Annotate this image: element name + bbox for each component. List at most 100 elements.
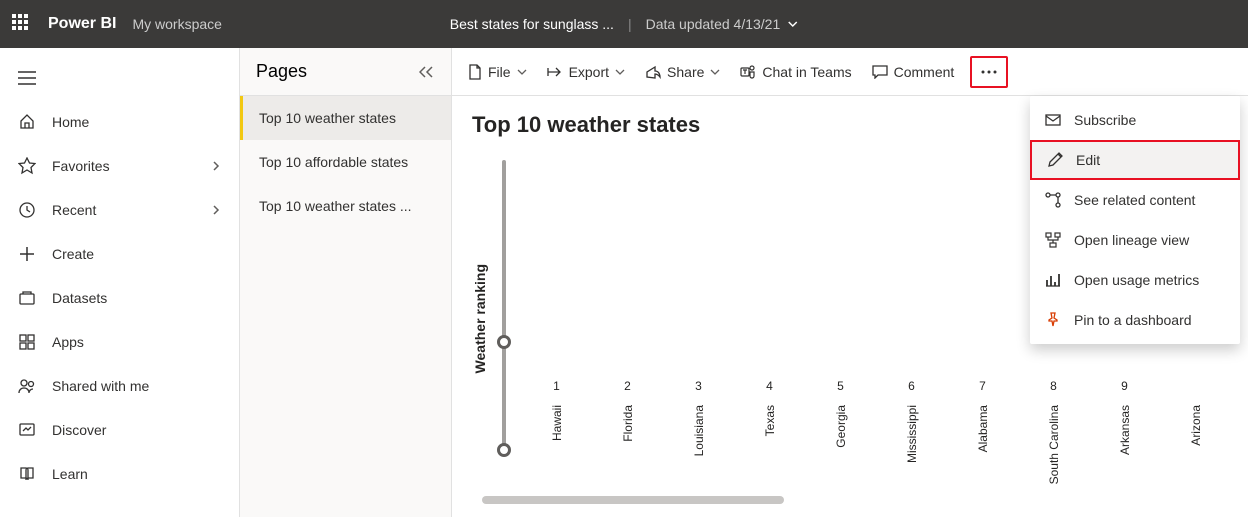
collapse-pane-icon[interactable] [419, 65, 435, 79]
nav-label: Shared with me [52, 378, 149, 394]
export-button[interactable]: Export [539, 56, 633, 88]
mail-icon [1044, 111, 1062, 129]
plus-icon [18, 245, 36, 263]
menu-label: Open usage metrics [1074, 272, 1199, 288]
data-updated[interactable]: Data updated 4/13/21 [646, 16, 799, 32]
y-axis-label: Weather ranking [472, 264, 488, 373]
horizontal-scrollbar[interactable] [472, 495, 1228, 505]
x-axis-label: Alabama [950, 401, 1015, 491]
page-item[interactable]: Top 10 weather states [240, 96, 451, 140]
nav-item-learn[interactable]: Learn [0, 452, 239, 496]
menu-item-edit[interactable]: Edit [1030, 140, 1240, 180]
ellipsis-icon [981, 70, 997, 74]
app-launcher-icon[interactable] [12, 14, 32, 34]
page-item[interactable]: Top 10 weather states ... [240, 184, 451, 228]
nav-label: Apps [52, 334, 84, 350]
menu-label: See related content [1074, 192, 1195, 208]
nav-item-recent[interactable]: Recent [0, 188, 239, 232]
file-icon [468, 64, 482, 80]
clock-icon [18, 201, 36, 219]
brand-label: Power BI [48, 15, 116, 33]
x-axis-label: Arizona [1163, 401, 1228, 491]
comment-button[interactable]: Comment [864, 56, 963, 88]
nav-item-apps[interactable]: Apps [0, 320, 239, 364]
x-axis-label: Mississippi [879, 401, 944, 491]
more-options-button[interactable] [970, 56, 1008, 88]
report-title[interactable]: Best states for sunglass ... [450, 16, 614, 32]
menu-label: Subscribe [1074, 112, 1136, 128]
x-axis-label: Hawaii [524, 401, 589, 491]
more-options-menu: Subscribe Edit See related content Open … [1030, 96, 1240, 344]
bar-column: 1 [524, 379, 589, 397]
bar-column: 3 [666, 379, 731, 397]
pages-header: Pages [240, 48, 451, 96]
pencil-icon [1046, 151, 1064, 169]
x-axis-label: Arkansas [1092, 401, 1157, 491]
bar-column: 6 [879, 379, 944, 397]
chevron-down-icon [615, 67, 625, 77]
pages-title: Pages [256, 61, 307, 82]
chevron-down-icon [786, 18, 798, 30]
nav-label: Recent [52, 202, 96, 218]
home-icon [18, 113, 36, 131]
hamburger-icon [18, 71, 36, 85]
report-toolbar: File Export Share Chat in Teams Comment [452, 48, 1248, 96]
left-nav: Home Favorites Recent Create Datasets Ap… [0, 48, 240, 517]
dataset-icon [18, 289, 36, 307]
nav-item-create[interactable]: Create [0, 232, 239, 276]
menu-item-subscribe[interactable]: Subscribe [1030, 100, 1240, 140]
menu-label: Pin to a dashboard [1074, 312, 1192, 328]
related-icon [1044, 191, 1062, 209]
data-updated-text: Data updated 4/13/21 [646, 16, 781, 32]
chevron-right-icon [211, 161, 221, 171]
scrollbar-thumb[interactable] [482, 496, 784, 504]
menu-item-open-usage-metrics[interactable]: Open usage metrics [1030, 260, 1240, 300]
nav-item-home[interactable]: Home [0, 100, 239, 144]
metrics-icon [1044, 271, 1062, 289]
bar-value-label: 3 [695, 379, 702, 393]
x-axis-label: Georgia [808, 401, 873, 491]
workspace-label[interactable]: My workspace [132, 16, 221, 32]
title-divider: | [628, 16, 632, 32]
report-title-bar: Best states for sunglass ... | Data upda… [450, 16, 799, 32]
page-item[interactable]: Top 10 affordable states [240, 140, 451, 184]
nav-item-shared-with-me[interactable]: Shared with me [0, 364, 239, 408]
nav-label: Learn [52, 466, 88, 482]
nav-label: Home [52, 114, 89, 130]
bar-column: 4 [737, 379, 802, 397]
x-axis-label: South Carolina [1021, 401, 1086, 491]
nav-item-datasets[interactable]: Datasets [0, 276, 239, 320]
star-icon [18, 157, 36, 175]
nav-item-discover[interactable]: Discover [0, 408, 239, 452]
menu-item-see-related-content[interactable]: See related content [1030, 180, 1240, 220]
menu-item-pin-to-a-dashboard[interactable]: Pin to a dashboard [1030, 300, 1240, 340]
share-icon [645, 65, 661, 79]
teams-icon [740, 64, 756, 80]
nav-label: Datasets [52, 290, 107, 306]
nav-collapse-button[interactable] [0, 56, 239, 100]
discover-icon [18, 421, 36, 439]
visual-title: Top 10 weather states [472, 112, 1100, 138]
menu-label: Open lineage view [1074, 232, 1189, 248]
share-button[interactable]: Share [637, 56, 728, 88]
bar-value-label: 8 [1050, 379, 1057, 393]
people-icon [18, 377, 36, 395]
pages-pane: Pages Top 10 weather statesTop 10 afford… [240, 48, 452, 517]
chevron-down-icon [710, 67, 720, 77]
file-button[interactable]: File [460, 56, 535, 88]
menu-item-open-lineage-view[interactable]: Open lineage view [1030, 220, 1240, 260]
nav-item-favorites[interactable]: Favorites [0, 144, 239, 188]
nav-label: Create [52, 246, 94, 262]
range-slider[interactable] [494, 146, 514, 491]
bar-column: 9 [1092, 379, 1157, 397]
report-content: File Export Share Chat in Teams Comment [452, 48, 1248, 517]
chevron-right-icon [211, 205, 221, 215]
comment-icon [872, 65, 888, 79]
chat-teams-button[interactable]: Chat in Teams [732, 56, 859, 88]
pin-icon [1044, 311, 1062, 329]
chevron-down-icon [517, 67, 527, 77]
lineage-icon [1044, 231, 1062, 249]
slider-thumb-bottom[interactable] [497, 443, 511, 457]
bar-value-label: 9 [1121, 379, 1128, 393]
slider-thumb-top[interactable] [497, 335, 511, 349]
